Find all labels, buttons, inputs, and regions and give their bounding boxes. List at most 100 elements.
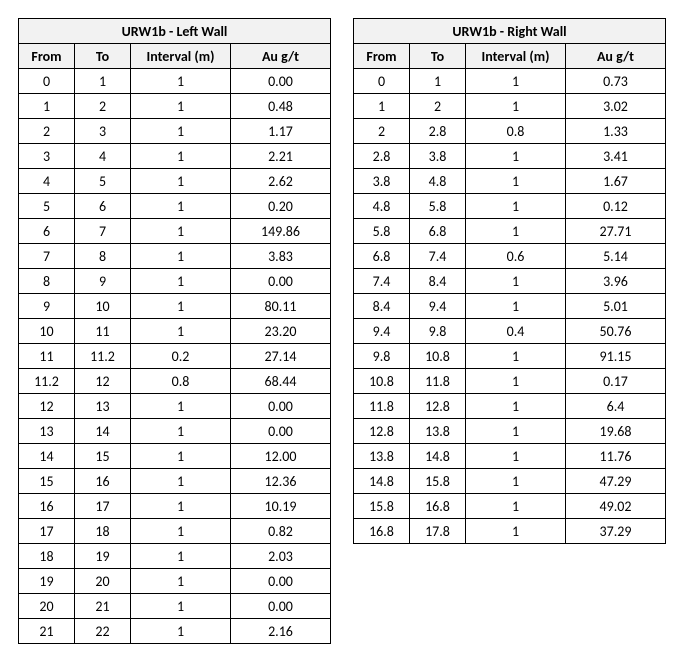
table-cell: 3.8 (410, 144, 466, 169)
table-cell: 1 (131, 319, 231, 344)
table-cell: 1 (466, 294, 566, 319)
table-row: 4512.62 (19, 169, 331, 194)
table-row: 16.817.8137.29 (354, 519, 666, 544)
table-cell: 1 (466, 194, 566, 219)
table-cell: 1 (466, 494, 566, 519)
table-cell: 91.15 (566, 344, 666, 369)
table-cell: 4.8 (410, 169, 466, 194)
table-row: 1415112.00 (19, 444, 331, 469)
table-row: 192010.00 (19, 569, 331, 594)
table-cell: 0.4 (466, 319, 566, 344)
table-cell: 0.12 (566, 194, 666, 219)
table-cell: 1 (466, 394, 566, 419)
table-cell: 2 (19, 119, 75, 144)
table-cell: 1 (131, 94, 231, 119)
table-row: 13.814.8111.76 (354, 444, 666, 469)
table-cell: 20 (75, 569, 131, 594)
table-cell: 1 (131, 219, 231, 244)
table-cell: 0.00 (231, 569, 331, 594)
table-cell: 1.33 (566, 119, 666, 144)
table-cell: 1 (354, 94, 410, 119)
right-table-title: URW1b - Right Wall (354, 19, 666, 44)
table-cell: 12 (19, 394, 75, 419)
table-cell: 16.8 (354, 519, 410, 544)
table-cell: 1 (131, 244, 231, 269)
table-row: 910180.11 (19, 294, 331, 319)
table-cell: 1 (466, 369, 566, 394)
table-cell: 15 (19, 469, 75, 494)
table-cell: 0.00 (231, 69, 331, 94)
table-row: 3412.21 (19, 144, 331, 169)
table-cell: 1 (410, 69, 466, 94)
table-cell: 1 (131, 569, 231, 594)
table-cell: 1 (466, 94, 566, 119)
table-cell: 13.8 (410, 419, 466, 444)
table-cell: 19.68 (566, 419, 666, 444)
table-cell: 0.82 (231, 519, 331, 544)
table-cell: 6.8 (354, 244, 410, 269)
table-cell: 17.8 (410, 519, 466, 544)
table-cell: 0 (354, 69, 410, 94)
table-cell: 5.8 (354, 219, 410, 244)
table-cell: 5 (75, 169, 131, 194)
table-row: 131410.00 (19, 419, 331, 444)
table-cell: 2.21 (231, 144, 331, 169)
left-wall-table: URW1b - Left Wall From To Interval (m) A… (18, 18, 331, 644)
table-cell: 1 (131, 169, 231, 194)
table-row: 8.49.415.01 (354, 294, 666, 319)
table-cell: 1 (131, 444, 231, 469)
table-cell: 13.8 (354, 444, 410, 469)
table-cell: 1 (466, 169, 566, 194)
table-row: 171810.82 (19, 519, 331, 544)
table-cell: 1 (466, 444, 566, 469)
table-row: 1617110.19 (19, 494, 331, 519)
table-cell: 14.8 (410, 444, 466, 469)
table-row: 10.811.810.17 (354, 369, 666, 394)
table-cell: 11.76 (566, 444, 666, 469)
table-cell: 3 (75, 119, 131, 144)
table-row: 14.815.8147.29 (354, 469, 666, 494)
right-col-au: Au g/t (566, 44, 666, 69)
table-cell: 23.20 (231, 319, 331, 344)
table-cell: 1 (131, 269, 231, 294)
table-cell: 4 (75, 144, 131, 169)
table-cell: 1 (131, 519, 231, 544)
table-cell: 6.8 (410, 219, 466, 244)
table-row: 1210.48 (19, 94, 331, 119)
table-cell: 2 (354, 119, 410, 144)
table-cell: 4.8 (354, 194, 410, 219)
table-cell: 5.14 (566, 244, 666, 269)
table-cell: 15.8 (410, 469, 466, 494)
table-cell: 149.86 (231, 219, 331, 244)
table-cell: 1 (466, 69, 566, 94)
table-cell: 8.4 (410, 269, 466, 294)
right-header-row: From To Interval (m) Au g/t (354, 44, 666, 69)
table-cell: 11.2 (19, 369, 75, 394)
table-cell: 1 (131, 144, 231, 169)
table-cell: 1 (131, 294, 231, 319)
left-table-body: 0110.001210.482311.173412.214512.625610.… (19, 69, 331, 644)
table-cell: 1 (466, 344, 566, 369)
table-row: 9.49.80.450.76 (354, 319, 666, 344)
table-cell: 20 (19, 594, 75, 619)
table-row: 5610.20 (19, 194, 331, 219)
table-row: 9.810.8191.15 (354, 344, 666, 369)
table-cell: 11 (19, 344, 75, 369)
left-header-row: From To Interval (m) Au g/t (19, 44, 331, 69)
table-cell: 11.8 (354, 394, 410, 419)
left-table-title: URW1b - Left Wall (19, 19, 331, 44)
table-row: 4.85.810.12 (354, 194, 666, 219)
table-cell: 2.03 (231, 544, 331, 569)
table-row: 7813.83 (19, 244, 331, 269)
table-cell: 12.00 (231, 444, 331, 469)
table-cell: 10.8 (410, 344, 466, 369)
table-cell: 11.8 (410, 369, 466, 394)
table-row: 8910.00 (19, 269, 331, 294)
table-row: 1213.02 (354, 94, 666, 119)
table-cell: 18 (75, 519, 131, 544)
table-cell: 27.14 (231, 344, 331, 369)
table-cell: 0.00 (231, 394, 331, 419)
table-cell: 13 (19, 419, 75, 444)
table-cell: 3.83 (231, 244, 331, 269)
table-cell: 7 (19, 244, 75, 269)
